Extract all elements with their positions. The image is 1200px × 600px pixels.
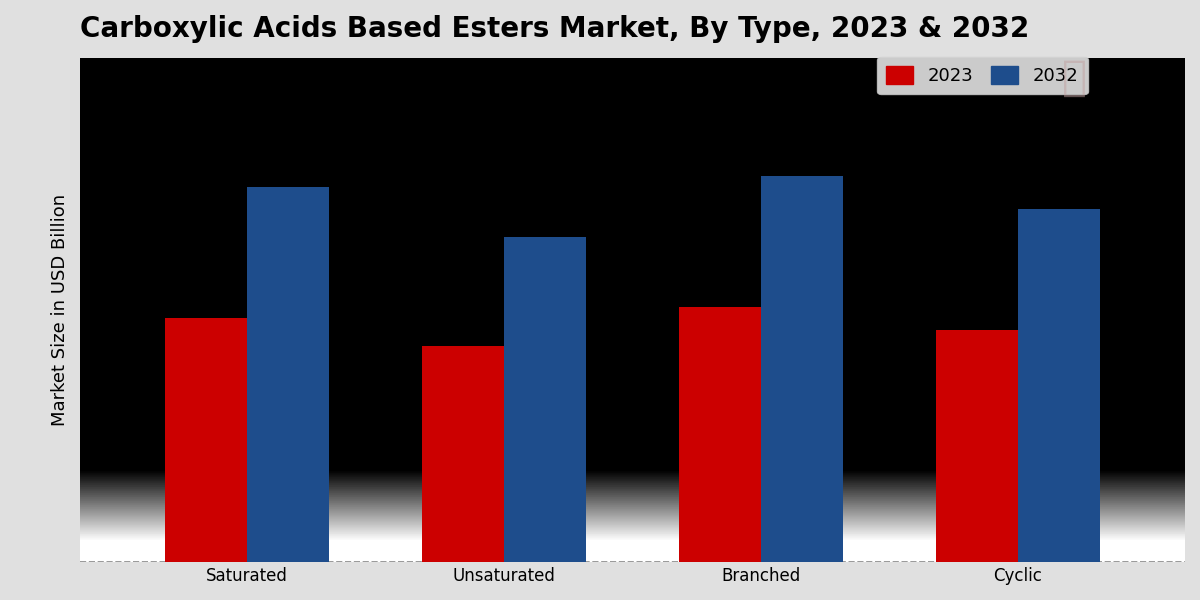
Text: Carboxylic Acids Based Esters Market, By Type, 2023 & 2032: Carboxylic Acids Based Esters Market, By… [80, 15, 1030, 43]
Text: 4.36: 4.36 [157, 296, 198, 314]
Y-axis label: Market Size in USD Billion: Market Size in USD Billion [52, 194, 70, 426]
Bar [164, 318, 247, 562]
Bar [422, 346, 504, 562]
Bar [247, 187, 329, 562]
Text: ⓘ: ⓘ [1062, 57, 1086, 99]
Legend: 2023, 2032: 2023, 2032 [877, 57, 1087, 94]
Bar [679, 307, 761, 562]
Bar [504, 237, 587, 562]
Bar [761, 176, 844, 562]
Bar [936, 329, 1018, 562]
Bar [1018, 209, 1100, 562]
